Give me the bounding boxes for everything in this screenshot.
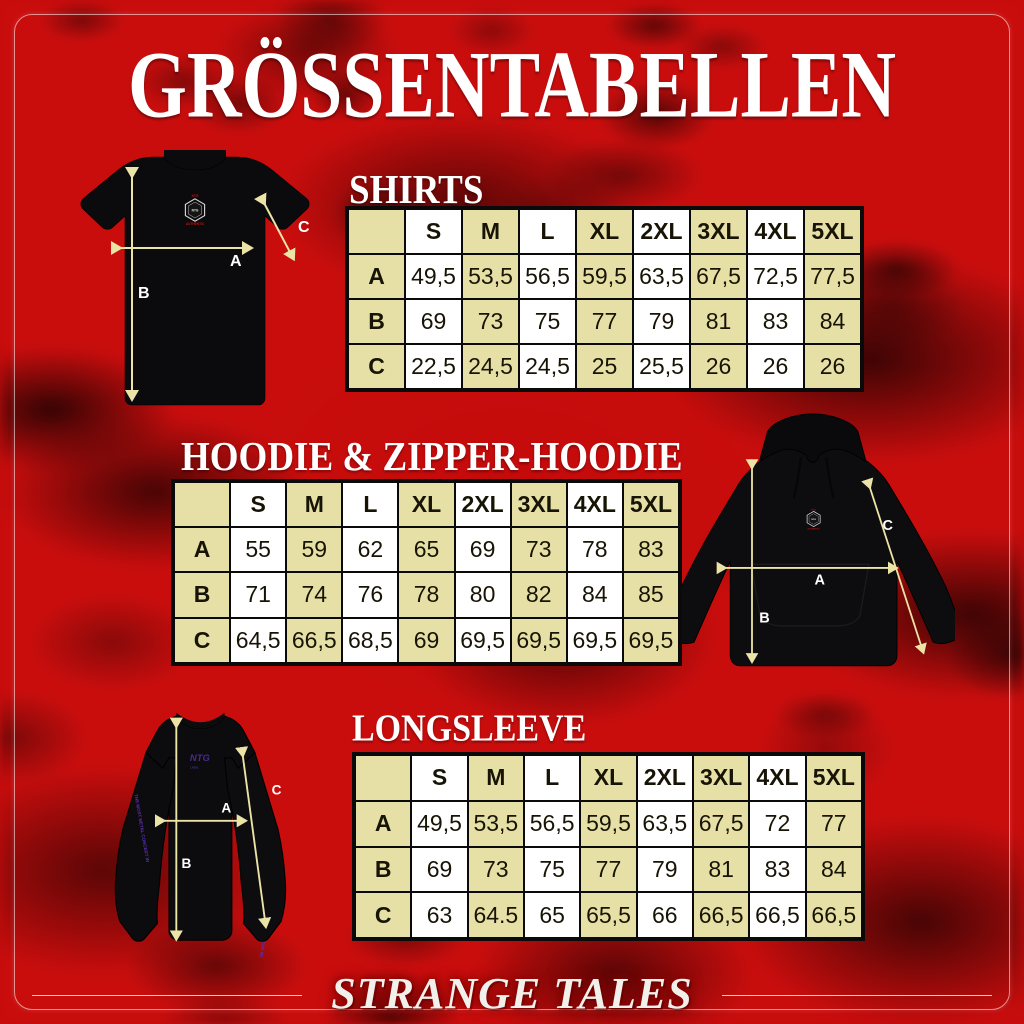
svg-text:C: C	[298, 219, 310, 236]
svg-text:LABEL: LABEL	[190, 765, 199, 769]
svg-text:C: C	[883, 518, 894, 534]
svg-text:THE MOST METAL CONCERT IN: THE MOST METAL CONCERT IN	[249, 941, 266, 957]
svg-text:AUTHENTIC: AUTHENTIC	[186, 222, 205, 226]
svg-text:B: B	[138, 285, 150, 302]
svg-text:A: A	[815, 572, 826, 588]
svg-text:A: A	[230, 253, 242, 270]
svg-text:NTG: NTG	[811, 509, 816, 511]
svg-text:B: B	[759, 610, 769, 626]
svg-text:NTG: NTG	[190, 752, 211, 763]
svg-text:B: B	[182, 856, 192, 871]
svg-text:A: A	[221, 800, 231, 815]
svg-text:NTG: NTG	[811, 519, 816, 521]
svg-text:NTG: NTG	[192, 194, 199, 198]
svg-text:C: C	[272, 783, 282, 798]
svg-text:NTG: NTG	[192, 209, 199, 213]
